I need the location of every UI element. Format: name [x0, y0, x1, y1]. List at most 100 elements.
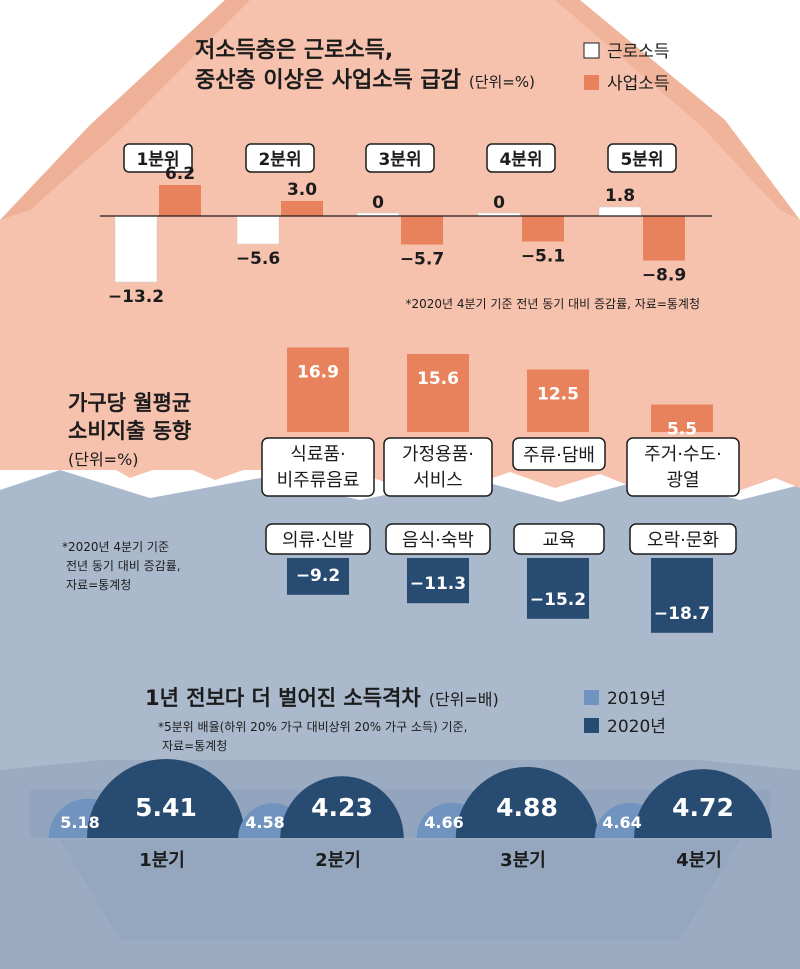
ratio-2020-value: 4.72 [672, 793, 734, 822]
section2-note-line3: 자료=통계청 [66, 578, 131, 592]
ratio-2020-value: 5.41 [135, 793, 197, 822]
ratio-2020-semicircle [87, 759, 245, 838]
spending-decrease-bar [527, 558, 589, 619]
labor-income-value: 0 [372, 193, 384, 213]
salmon-roof-shadow-right [555, 0, 800, 220]
spending-decrease-bar [287, 558, 349, 595]
section2-note-line1: *2020년 4분기 기준 [62, 540, 169, 554]
business-income-bar [159, 185, 201, 216]
quintile-label: 1분위 [136, 150, 179, 170]
quintile-label: 5분위 [620, 150, 663, 170]
spending-decrease-bar [651, 558, 713, 633]
legend-swatch-labor [583, 42, 600, 59]
quintile-label-box [607, 143, 677, 173]
spending-category-box [265, 523, 371, 555]
spending-decrease-value: −11.3 [410, 574, 466, 594]
spending-increase-bar [287, 347, 349, 432]
ratio-2020-semicircle [280, 776, 404, 838]
ratio-2020-semicircle [455, 766, 599, 838]
labor-income-value: 0 [493, 193, 505, 213]
section1-unit: (단위=%) [469, 73, 535, 91]
section3-note-line2: 자료=통계청 [162, 739, 227, 753]
spending-decrease-value: −18.7 [654, 604, 710, 624]
spending-category-label: 음식·숙박 [402, 530, 474, 551]
spending-category-box [629, 523, 737, 555]
section1-title-line2: 중산층 이상은 사업소득 급감 (단위=%) [195, 68, 535, 93]
quintile-label: 3분위 [378, 150, 421, 170]
business-income-value: −5.7 [400, 250, 444, 270]
quintile-label-box [123, 143, 193, 173]
labor-income-value: −13.2 [108, 287, 164, 307]
spending-category-box [385, 523, 491, 555]
ratio-2019-value: 4.66 [424, 813, 463, 832]
section3-title: 1년 전보다 더 벌어진 소득격차 (단위=배) [145, 686, 499, 710]
quarter-label: 4분기 [676, 850, 722, 871]
spending-category-label: 교육 [542, 530, 575, 551]
business-income-bar [281, 201, 323, 216]
section3-note-line1: *5분위 배율(하위 20% 가구 대비상위 20% 가구 소득) 기준, [158, 720, 467, 734]
legend-label-labor: 근로소득 [607, 42, 670, 62]
business-income-value: −5.1 [521, 247, 565, 267]
section1-note: *2020년 4분기 기준 전년 동기 대비 증감률, 자료=통계청 [405, 297, 700, 311]
spending-category-label: 광열 [666, 470, 699, 491]
section1-title-line1: 저소득층은 근로소득, [195, 38, 393, 63]
section1-title-line2-text: 중산층 이상은 사업소득 급감 [195, 68, 461, 93]
spending-decrease-chart: −9.2 의류·신발 −11.3 음식·숙박 −15.2 교육 −18.7 오락·문화 [265, 523, 737, 633]
spending-increase-bar [527, 369, 589, 432]
section2-note-line2: 전년 동기 대비 증감률, [66, 559, 181, 573]
legend-swatch-2020 [584, 718, 599, 733]
labor-income-value: −5.6 [236, 249, 280, 269]
business-income-value: 3.0 [287, 180, 317, 200]
spending-category-label: 주류·담배 [523, 445, 595, 466]
ratio-2019-value: 5.18 [60, 813, 99, 832]
business-income-value: 6.2 [165, 164, 195, 184]
quintile-label: 4분위 [499, 150, 542, 170]
quintile-label-box [365, 143, 435, 173]
spending-category-box [383, 437, 493, 497]
salmon-background [0, 0, 800, 470]
ratio-2020-semicircle [634, 769, 772, 838]
labor-income-value: 1.8 [605, 186, 635, 206]
spending-category-box [626, 437, 740, 497]
quarter-label: 2분기 [315, 850, 361, 871]
spending-increase-chart: 16.9 식료품· 비주류음료 15.6 가정용품· 서비스 12.5 주류·담배 5.5 주거·… [261, 347, 740, 497]
legend-label-business: 사업소득 [607, 74, 670, 94]
spending-decrease-value: −15.2 [530, 590, 586, 610]
spending-increase-value: 12.5 [537, 385, 579, 405]
blue-bottom-shadow [60, 840, 740, 940]
business-income-value: −8.9 [642, 266, 686, 286]
income-ratio-chart: 5.18 5.41 1분기 4.58 4.23 2분기 4.66 4.88 3분기 4.64 4.7… [48, 759, 772, 871]
spending-category-label: 식료품· [290, 444, 345, 465]
spending-category-box [513, 523, 605, 555]
business-income-bar [522, 216, 564, 242]
quintile-label: 2분위 [258, 150, 301, 170]
section2-title-line2: 소비지출 동향 [68, 419, 191, 443]
section2-unit: (단위=%) [68, 450, 139, 469]
spending-category-label: 주거·수도· [644, 444, 722, 465]
section3-title-text: 1년 전보다 더 벌어진 소득격차 [145, 686, 421, 710]
quarter-label: 3분기 [500, 850, 546, 871]
labor-income-bar [114, 215, 158, 283]
income-bar-chart: 1분위 −13.2 6.2 2분위 −5.6 3.0 3분위 0 −5.7 4분위 0 −5.1 5분위… [108, 143, 686, 307]
spending-category-label: 서비스 [413, 470, 463, 491]
legend-label-2020: 2020년 [607, 717, 666, 737]
business-income-bar [401, 216, 443, 245]
section2-title-line1: 가구당 월평균 [68, 391, 191, 415]
spending-decrease-bar [407, 558, 469, 604]
business-income-bar [643, 216, 685, 261]
labor-income-bar [236, 215, 280, 245]
labor-income-bar [598, 206, 642, 217]
spending-increase-value: 15.6 [417, 369, 459, 389]
ratio-2020-value: 4.88 [496, 793, 558, 822]
ratio-2019-value: 4.58 [245, 813, 284, 832]
legend-label-2019: 2019년 [607, 689, 666, 709]
ratio-2020-value: 4.23 [311, 793, 373, 822]
legend-swatch-2019 [584, 690, 599, 705]
ratio-2019-value: 4.64 [602, 813, 641, 832]
spending-category-label: 비주류음료 [277, 470, 360, 491]
section3-unit: (단위=배) [429, 690, 499, 709]
salmon-roof-shadow [0, 0, 250, 220]
quarter-label: 1분기 [139, 850, 185, 871]
spending-increase-value: 16.9 [297, 363, 339, 383]
